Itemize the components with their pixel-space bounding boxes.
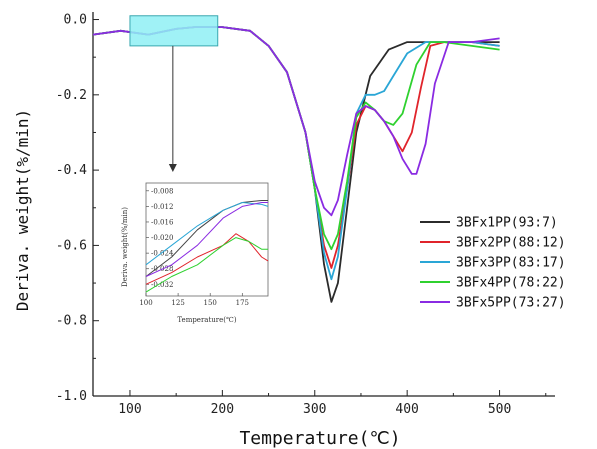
inset-x-axis-title: Temperature(℃) — [177, 316, 236, 324]
inset-x-tick-label: 150 — [204, 299, 217, 307]
y-tick-label: 0.0 — [64, 13, 87, 28]
inset-series-line-4 — [145, 237, 268, 293]
inset-y-tick-label: -0.012 — [151, 203, 173, 211]
y-tick-label: -0.4 — [56, 163, 87, 178]
inset-x-tick-label: 100 — [139, 299, 152, 307]
x-axis-title: Temperature(℃) — [239, 428, 400, 449]
inset-series-line-3 — [145, 202, 269, 266]
y-tick-label: -1.0 — [56, 389, 87, 404]
y-tick-label: -0.6 — [56, 238, 87, 253]
inset-y-axis-title: Deriva. weight(%/min) — [121, 207, 129, 287]
y-tick-label: -0.2 — [56, 88, 87, 103]
x-tick-label: 300 — [303, 402, 326, 417]
inset-y-tick-label: -0.008 — [151, 187, 173, 195]
inset-plot: -0.008-0.012-0.016-0.020-0.024-0.028-0.0… — [139, 182, 269, 307]
zoom-arrow-head — [168, 164, 177, 172]
legend-label-4: 3BFx4PP(78:22) — [456, 276, 566, 291]
inset-x-tick-label: 125 — [171, 299, 184, 307]
zoom-highlight — [129, 15, 219, 172]
inset-y-tick-label: -0.016 — [151, 218, 174, 226]
inset-series-line-2 — [145, 233, 269, 285]
inset-x-tick-label: 175 — [236, 299, 249, 307]
legend-label-3: 3BFx3PP(83:17) — [456, 256, 566, 271]
legend: 3BFx1PP(93:7) 3BFx2PP(88:12) 3BFx3PP(83:17… — [420, 216, 566, 311]
x-tick-label: 100 — [118, 402, 141, 417]
x-tick-label: 500 — [488, 402, 511, 417]
x-tick-label: 200 — [211, 402, 234, 417]
inset-y-tick-label: -0.020 — [151, 234, 173, 242]
inset-series-line-5 — [145, 202, 268, 277]
legend-label-2: 3BFx2PP(88:12) — [456, 236, 566, 251]
inset-y-tick-label: -0.024 — [151, 250, 174, 258]
y-tick-label: -0.8 — [56, 314, 87, 329]
legend-label-1: 3BFx1PP(93:7) — [456, 216, 558, 231]
legend-label-5: 3BFx5PP(73:27) — [456, 296, 566, 311]
zoom-region-box — [129, 15, 219, 47]
y-axis-title: Deriva. weight(%/min) — [13, 109, 32, 311]
inset-y-tick-label: -0.032 — [151, 281, 173, 289]
x-tick-label: 400 — [395, 402, 418, 417]
